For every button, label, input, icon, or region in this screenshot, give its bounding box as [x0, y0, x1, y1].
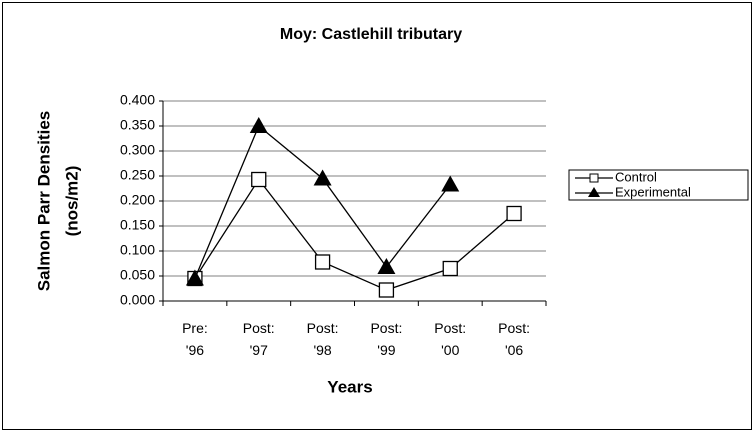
y-tick-label: 0.050	[120, 267, 155, 283]
marker	[442, 260, 458, 277]
y-tick-label: 0.000	[120, 292, 155, 308]
marker	[313, 169, 332, 186]
x-tick-label: Pre: '96	[182, 320, 208, 358]
legend-marker	[589, 173, 599, 183]
x-tick-label: Post: '98	[306, 320, 339, 358]
marker	[506, 205, 522, 222]
marker	[249, 117, 268, 133]
y-tick-label: 0.100	[120, 242, 155, 258]
x-tick-label: Post: '00	[434, 320, 467, 358]
y-tick-label: 0.300	[120, 142, 155, 158]
x-tick-label: Post: '06	[498, 320, 531, 358]
marker	[441, 175, 460, 192]
legend-box	[568, 169, 749, 201]
marker	[314, 254, 331, 270]
y-tick-label: 0.200	[120, 192, 155, 208]
y-tick-label: 0.150	[120, 217, 155, 233]
marker	[251, 171, 267, 188]
marker	[377, 258, 396, 274]
y-tick-label: 0.350	[120, 117, 155, 133]
legend-label: Experimental	[615, 184, 691, 199]
marker	[378, 282, 395, 298]
y-tick-label: 0.400	[120, 92, 155, 108]
legend-label: Control	[615, 169, 657, 184]
y-axis-label: Salmon Parr Densities	[34, 111, 53, 291]
x-axis-label: Years	[327, 377, 372, 396]
line	[194, 178, 515, 291]
y-tick-label: 0.250	[120, 167, 155, 183]
marker	[185, 269, 204, 286]
x-tick-label: Post: '97	[242, 320, 275, 358]
legend-marker	[588, 187, 600, 197]
chart-title: Moy: Castlehill tributary	[280, 26, 462, 43]
x-tick-label: Post: '99	[370, 320, 403, 358]
y-axis-label: (nos/m2)	[62, 166, 81, 237]
